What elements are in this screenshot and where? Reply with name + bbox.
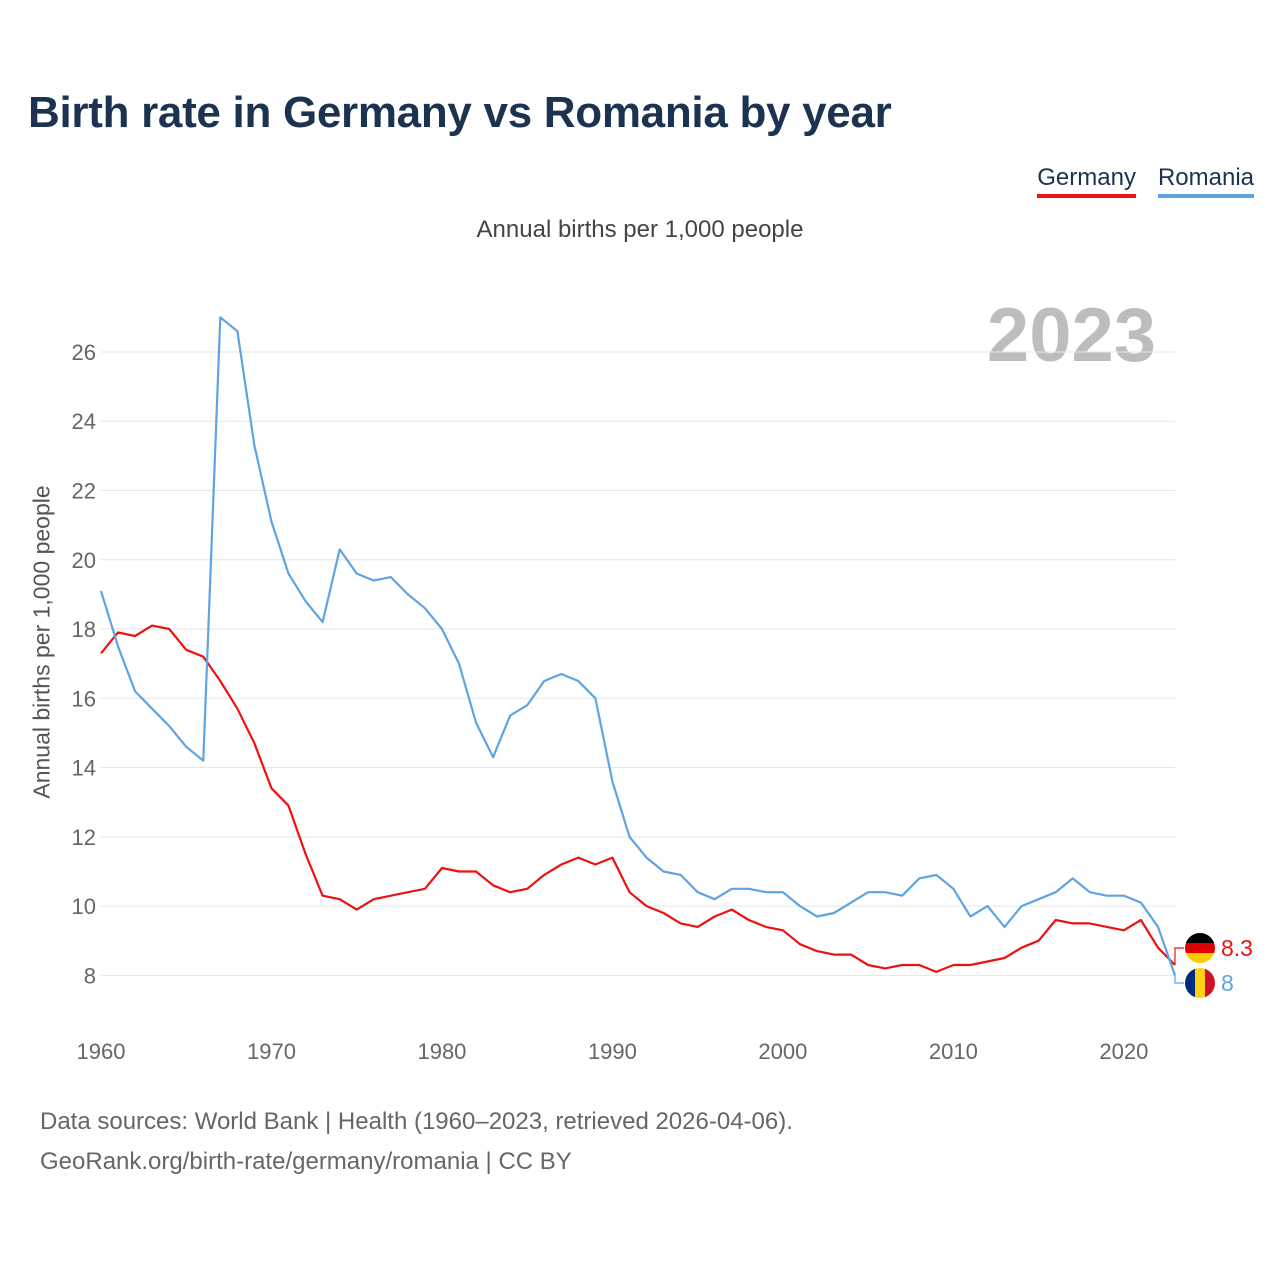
legend-item-romania[interactable]: Romania xyxy=(1157,164,1254,198)
germany-flag-icon xyxy=(1185,933,1215,963)
chart-subtitle: Annual births per 1,000 people xyxy=(476,216,804,243)
series-line-germany[interactable] xyxy=(100,624,1176,974)
y-tick-label: 8 xyxy=(84,963,96,988)
romania-flag-icon xyxy=(1185,968,1215,998)
legend-item-germany[interactable]: Germany xyxy=(1037,164,1136,198)
x-tick-label: 2010 xyxy=(929,1039,978,1064)
y-tick-label: 22 xyxy=(72,478,96,503)
y-tick-label: 10 xyxy=(72,894,96,919)
end-value-label-romania: 8 xyxy=(1221,970,1234,996)
y-tick-label: 20 xyxy=(72,548,96,573)
x-tick-label: 1960 xyxy=(77,1039,126,1064)
chart-title: Birth rate in Germany vs Romania by year xyxy=(28,88,892,137)
x-tick-label: 1980 xyxy=(417,1039,466,1064)
end-connector-romania xyxy=(1174,975,1184,984)
data-source-text: Data sources: World Bank | Health (1960–… xyxy=(40,1108,793,1135)
source-link[interactable]: GeoRank.org/birth-rate/germany/romania |… xyxy=(40,1148,572,1175)
series-line-romania[interactable] xyxy=(99,316,1177,976)
end-value-label-germany: 8.3 xyxy=(1221,935,1253,961)
end-connector-germany xyxy=(1174,947,1184,965)
x-tick-label: 2020 xyxy=(1099,1039,1148,1064)
y-tick-label: 24 xyxy=(72,409,96,434)
y-tick-label: 12 xyxy=(72,825,96,850)
legend: Germany Romania xyxy=(1037,164,1254,198)
y-tick-label: 18 xyxy=(72,617,96,642)
y-tick-label: 14 xyxy=(72,756,96,781)
x-tick-label: 2000 xyxy=(758,1039,807,1064)
x-tick-label: 1990 xyxy=(588,1039,637,1064)
y-tick-label: 26 xyxy=(72,340,96,365)
x-tick-label: 1970 xyxy=(247,1039,296,1064)
year-watermark: 2023 xyxy=(986,293,1156,378)
y-tick-label: 16 xyxy=(72,686,96,711)
